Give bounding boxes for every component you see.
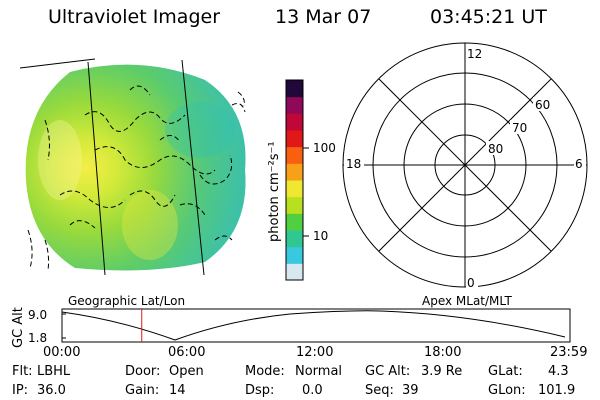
colorbar-segment — [286, 96, 303, 114]
altitude-curve — [61, 310, 566, 341]
colorbar-segment — [286, 130, 303, 148]
colorbar-segment — [286, 230, 303, 248]
mode-value: Normal — [295, 364, 343, 379]
filter-field: Flt: LBHL — [12, 364, 70, 379]
seq-field: Seq: 39 — [365, 383, 419, 398]
colorbar-segment — [286, 113, 303, 131]
glat-label: GLat: — [488, 364, 523, 379]
dsp-field: Dsp: 0.0 — [245, 383, 323, 398]
ip-field: IP: 36.0 — [12, 383, 66, 398]
filter-value: LBHL — [37, 364, 71, 379]
seq-label: Seq: — [365, 383, 394, 398]
terminator-line — [19, 58, 96, 69]
ip-value: 36.0 — [37, 383, 66, 398]
instrument-title: Ultraviolet Imager — [48, 6, 221, 28]
mode-label: Mode: — [245, 364, 285, 379]
polar-plot — [342, 42, 588, 288]
glon-field: GLon: 101.9 — [488, 383, 575, 398]
mlt-label-6: 6 — [575, 157, 583, 171]
mlt-label-12: 12 — [467, 47, 482, 61]
time-tick-label: 12:00 — [296, 345, 334, 360]
observation-date: 13 Mar 07 — [275, 6, 372, 28]
seq-value: 39 — [402, 383, 419, 398]
colorbar-segment — [286, 163, 303, 181]
glat-value: 4.3 — [548, 364, 569, 379]
altitude-plot: GC Alt 9.0 1.8 — [11, 307, 571, 348]
longitude-line — [181, 59, 205, 276]
dsp-label: Dsp: — [245, 383, 275, 398]
gc-alt-field: GC Alt: 3.9 Re — [365, 364, 462, 379]
mlt-label-0: 0 — [467, 276, 475, 290]
colorbar — [285, 79, 304, 281]
gain-value: 14 — [169, 383, 186, 398]
apex-label: Apex MLat/MLT — [422, 294, 512, 308]
mode-field: Mode: Normal — [245, 364, 342, 379]
time-tick-label: 00:00 — [43, 345, 81, 360]
colorbar-frame — [285, 79, 304, 281]
gc-alt-value: 3.9 Re — [421, 364, 463, 379]
mlt-label-18: 18 — [346, 157, 361, 171]
colorbar-segment — [286, 246, 303, 264]
colorbar-tick-label: 100 — [313, 141, 336, 155]
colorbar-segment — [286, 180, 303, 198]
door-value: Open — [169, 364, 204, 379]
colorbar-unit-label: photon cm⁻²s⁻¹ — [267, 141, 282, 242]
colorbar-segment — [286, 146, 303, 164]
glon-label: GLon: — [488, 383, 526, 398]
alt-tick-high: 9.0 — [28, 308, 47, 322]
alt-tick-low: 1.8 — [28, 331, 47, 345]
time-tick-label: 18:00 — [424, 345, 462, 360]
alt-axis-title: GC Alt — [11, 307, 26, 348]
glon-value: 101.9 — [538, 383, 576, 398]
colorbar-segment — [286, 196, 303, 214]
colorbar-segment — [286, 80, 303, 98]
glat-field: GLat: 4.3 — [488, 364, 569, 379]
colorbar-segment — [286, 213, 303, 231]
geographic-label: Geographic Lat/Lon — [68, 294, 185, 308]
door-field: Door: Open — [125, 364, 204, 379]
ip-label: IP: — [12, 383, 29, 398]
filter-label: Flt: — [12, 364, 33, 379]
mlat-label-70: 70 — [512, 121, 527, 135]
time-tick-label: 23:59 — [550, 345, 588, 360]
time-tick-label: 06:00 — [168, 345, 206, 360]
mlat-label-60: 60 — [535, 98, 550, 112]
observation-time: 03:45:21 UT — [430, 6, 547, 28]
earth-image-panel — [19, 58, 246, 276]
gc-alt-label: GC Alt: — [365, 364, 411, 379]
door-label: Door: — [125, 364, 161, 379]
gain-field: Gain: 14 — [125, 383, 186, 398]
coastlines — [27, 85, 246, 271]
gain-label: Gain: — [125, 383, 160, 398]
longitude-line — [87, 61, 106, 276]
colorbar-tick-label: 10 — [313, 229, 328, 243]
mlat-label-80: 80 — [488, 142, 503, 156]
dsp-value: 0.0 — [302, 383, 323, 398]
colorbar-segment — [286, 263, 303, 281]
